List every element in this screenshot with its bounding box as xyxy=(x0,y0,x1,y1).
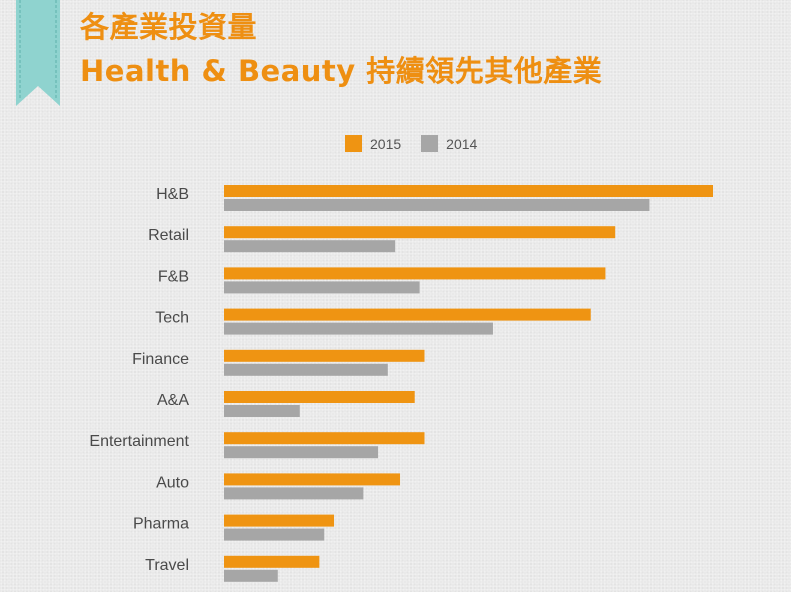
bar-2015 xyxy=(224,432,425,445)
bar-2014 xyxy=(224,363,388,376)
legend-item-2014: 2014 xyxy=(421,135,477,152)
bar-2015 xyxy=(224,473,401,486)
category-label: Retail xyxy=(148,227,189,244)
category-label: Finance xyxy=(132,351,189,368)
bar-2014 xyxy=(224,569,278,582)
legend-label-2014: 2014 xyxy=(446,135,478,152)
legend-swatch-2015 xyxy=(345,135,362,152)
bar-2015 xyxy=(224,185,713,197)
bar-2014 xyxy=(224,487,364,500)
bar-2015 xyxy=(224,267,606,280)
category-label: F&B xyxy=(158,268,189,285)
bar-2015 xyxy=(224,226,616,239)
category-label: Entertainment xyxy=(89,433,189,450)
category-label: Pharma xyxy=(133,516,189,533)
bar-2014 xyxy=(224,240,396,253)
legend-item-2015: 2015 xyxy=(345,135,401,152)
category-label: Travel xyxy=(145,557,189,574)
bar-2014 xyxy=(224,528,325,541)
bar-2015 xyxy=(224,555,320,568)
legend-label-2015: 2015 xyxy=(370,135,402,152)
bar-2014 xyxy=(224,322,493,335)
bar-2014 xyxy=(224,281,420,294)
category-label: Tech xyxy=(155,310,189,327)
bar-2015 xyxy=(224,349,425,362)
legend-swatch-2014 xyxy=(421,135,439,152)
category-label: H&B xyxy=(156,186,189,203)
bar-2015 xyxy=(224,514,335,527)
bar-2015 xyxy=(224,308,591,321)
bar-2014 xyxy=(224,199,650,211)
page-title: 各產業投資量 xyxy=(80,10,258,44)
bar-2014 xyxy=(224,405,300,417)
bookmark-ribbon xyxy=(16,0,60,106)
category-label: A&A xyxy=(157,392,189,409)
page-subtitle: Health & Beauty 持續領先其他產業 xyxy=(80,54,603,88)
chart-legend: 2015 2014 xyxy=(345,135,497,152)
category-label: Auto xyxy=(156,474,189,491)
bar-2014 xyxy=(224,446,379,459)
bar-2015 xyxy=(224,391,415,403)
